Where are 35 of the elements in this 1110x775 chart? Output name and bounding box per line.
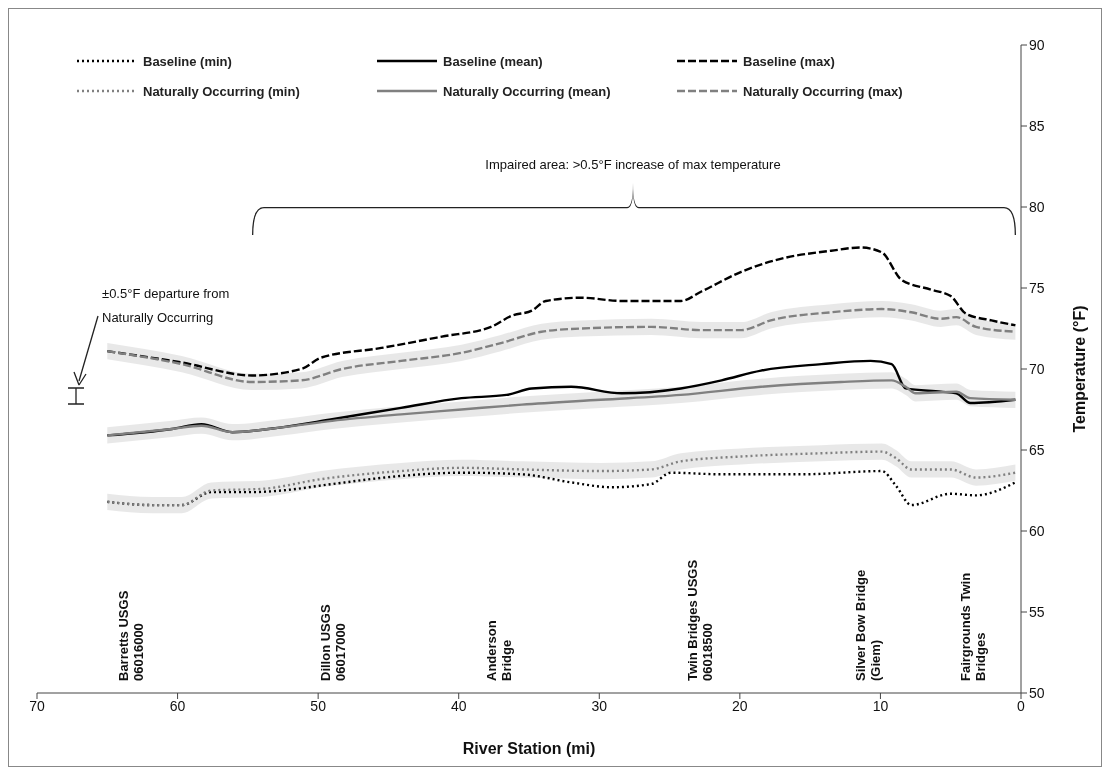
legend-label: Naturally Occurring (mean) (443, 84, 611, 99)
x-tick-label: 50 (310, 697, 327, 714)
x-tick-label: 20 (732, 697, 748, 714)
legend-label: Baseline (mean) (443, 54, 543, 69)
y-tick-label: 75 (1029, 279, 1045, 296)
annotation: Silver Bow Bridge (Giem) (852, 569, 883, 681)
x-tick-label: 70 (29, 697, 45, 714)
x-tick-label: 30 (591, 697, 608, 714)
legend-label: Naturally Occurring (min) (143, 84, 300, 99)
x-tick-label: 0 (1017, 697, 1026, 714)
y-tick-label: 85 (1029, 117, 1045, 134)
y-tick-label: 80 (1029, 198, 1045, 215)
y-tick-label: 60 (1029, 522, 1045, 539)
legend-label: Baseline (min) (143, 54, 232, 69)
y-tick-label: 90 (1029, 36, 1045, 53)
line-series (106, 450, 1017, 507)
y-tick-label: 70 (1029, 360, 1045, 377)
x-tick-label: 60 (169, 697, 186, 714)
annotation: Twin Bridges USGS 06018500 (684, 559, 715, 681)
annotation: Barretts USGS 06016000 (115, 590, 146, 681)
y-tick-label: 55 (1029, 603, 1045, 620)
annotation: ±0.5°F departure from Naturally Occurring (102, 286, 230, 325)
x-tick-label: 40 (450, 697, 467, 714)
annotation: Dillon USGS 06017000 (317, 604, 348, 681)
x-axis-title: River Station (mi) (462, 740, 596, 757)
x-tick-label: 10 (872, 697, 889, 714)
line-series (106, 379, 1017, 437)
y-tick-label: 65 (1029, 441, 1045, 458)
legend-label: Naturally Occurring (max) (743, 84, 903, 99)
annotation: Fairgrounds Twin Bridges (957, 572, 988, 681)
y-axis-title: Temperature (°F) (1071, 305, 1088, 433)
annotation: Anderson Bridge (483, 620, 514, 681)
y-tick-label: 50 (1029, 684, 1045, 701)
annotation: Impaired area: >0.5°F increase of max temperature (485, 157, 781, 172)
legend-label: Baseline (max) (743, 54, 835, 69)
